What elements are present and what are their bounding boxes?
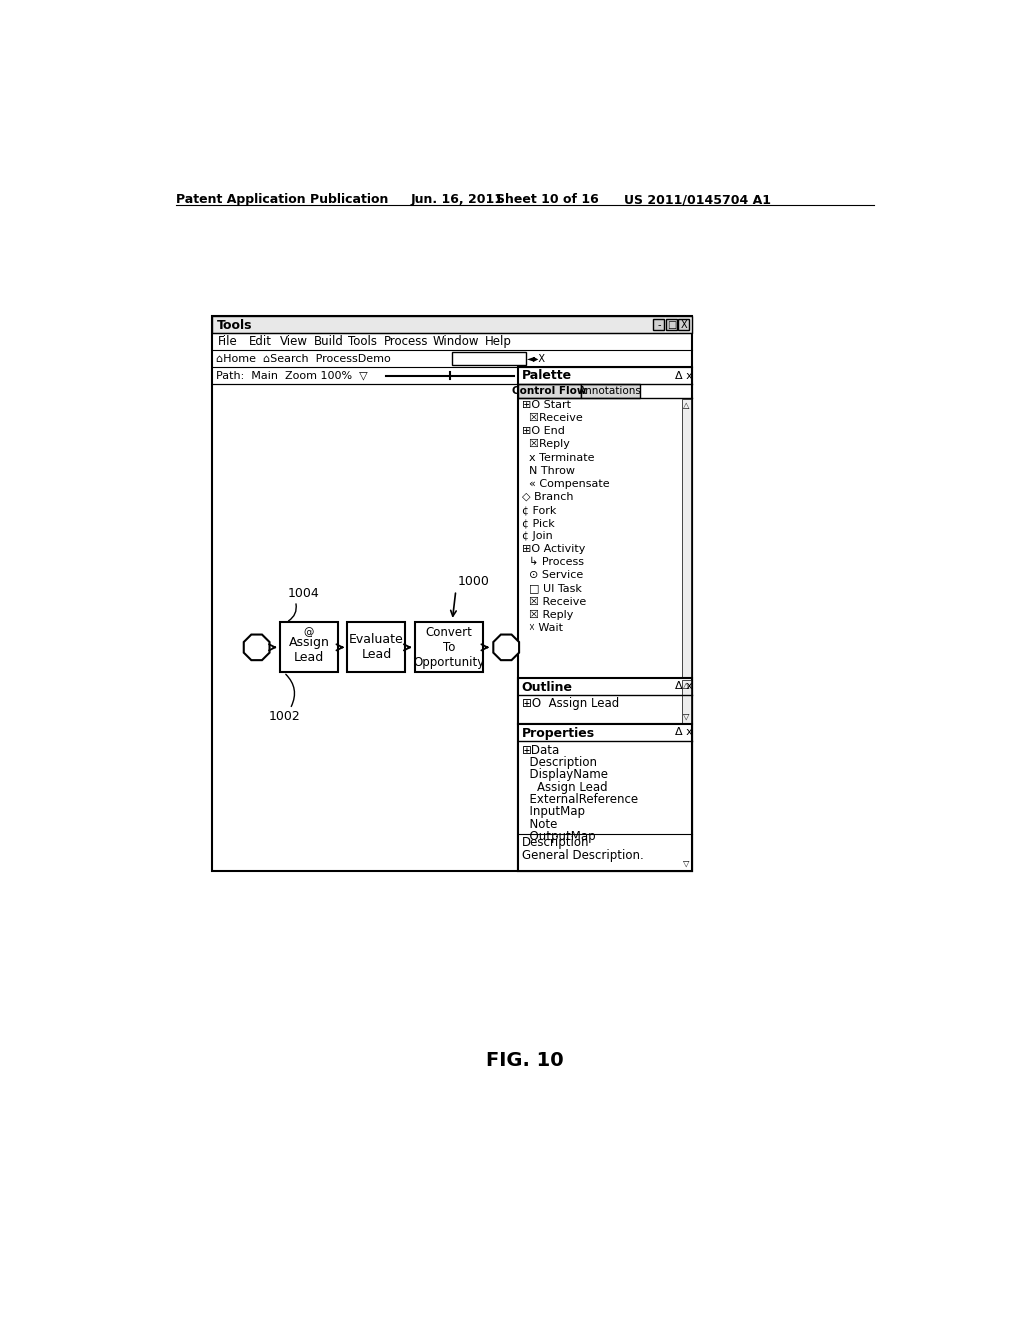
- Text: ◇ Branch: ◇ Branch: [521, 492, 573, 502]
- Text: @: @: [304, 627, 314, 638]
- Text: 1002: 1002: [268, 710, 300, 723]
- Text: N Throw: N Throw: [521, 466, 574, 475]
- Text: FIG. 10: FIG. 10: [486, 1051, 563, 1071]
- Text: ⊞O  Assign Lead: ⊞O Assign Lead: [521, 697, 618, 710]
- Text: ☒ Reply: ☒ Reply: [521, 610, 573, 619]
- FancyBboxPatch shape: [518, 367, 692, 871]
- Text: Properties: Properties: [521, 727, 595, 741]
- FancyBboxPatch shape: [653, 319, 665, 330]
- Text: x Terminate: x Terminate: [521, 453, 594, 462]
- Text: Window: Window: [432, 335, 479, 348]
- Text: 1000: 1000: [458, 576, 489, 589]
- Text: Δ x: Δ x: [675, 727, 693, 738]
- Text: ⌂Home  ⌂Search  ProcessDemo: ⌂Home ⌂Search ProcessDemo: [216, 354, 390, 363]
- Text: Convert
To
Opportunity: Convert To Opportunity: [414, 626, 484, 669]
- Polygon shape: [244, 635, 269, 660]
- Text: ↳ Process: ↳ Process: [521, 557, 584, 568]
- Text: Control Flow: Control Flow: [512, 385, 587, 396]
- Text: Build: Build: [314, 335, 344, 348]
- Text: ¢ Pick: ¢ Pick: [521, 517, 554, 528]
- FancyBboxPatch shape: [518, 678, 692, 725]
- Text: △: △: [683, 401, 689, 411]
- Text: Note: Note: [521, 817, 557, 830]
- Text: ExternalReference: ExternalReference: [521, 793, 638, 807]
- FancyBboxPatch shape: [682, 400, 690, 869]
- Text: Process: Process: [384, 335, 428, 348]
- Text: X: X: [680, 319, 687, 330]
- Text: Description: Description: [521, 756, 597, 770]
- Text: Sheet 10 of 16: Sheet 10 of 16: [496, 193, 599, 206]
- Text: Palette: Palette: [521, 370, 571, 381]
- FancyBboxPatch shape: [666, 319, 677, 330]
- Text: □ UI Task: □ UI Task: [521, 583, 582, 594]
- Text: -: -: [657, 319, 660, 330]
- Text: ☒Receive: ☒Receive: [521, 413, 583, 424]
- FancyBboxPatch shape: [518, 725, 692, 871]
- FancyBboxPatch shape: [280, 622, 338, 672]
- Text: Help: Help: [484, 335, 511, 348]
- Text: ☒ Receive: ☒ Receive: [521, 597, 586, 606]
- Text: ☓ Wait: ☓ Wait: [521, 623, 563, 632]
- FancyBboxPatch shape: [347, 622, 406, 672]
- FancyBboxPatch shape: [415, 622, 483, 672]
- Text: Tools: Tools: [217, 319, 253, 333]
- FancyBboxPatch shape: [452, 352, 525, 364]
- Text: ¢ Fork: ¢ Fork: [521, 506, 556, 515]
- Text: ⊞O End: ⊞O End: [521, 426, 564, 437]
- FancyBboxPatch shape: [212, 317, 692, 871]
- Text: General Description.: General Description.: [521, 849, 643, 862]
- Text: □: □: [667, 319, 676, 330]
- Text: Path:  Main  Zoom 100%  ▽: Path: Main Zoom 100% ▽: [216, 371, 368, 380]
- Text: Δ x: Δ x: [675, 371, 693, 380]
- Text: ¢ Join: ¢ Join: [521, 531, 553, 541]
- Text: Δ x: Δ x: [675, 681, 693, 692]
- Text: File: File: [218, 335, 238, 348]
- Text: 1004: 1004: [288, 586, 319, 599]
- Text: ▽: ▽: [683, 858, 689, 867]
- Text: InputMap: InputMap: [521, 805, 585, 818]
- Text: △: △: [683, 681, 689, 690]
- Text: DisplayName: DisplayName: [521, 768, 607, 781]
- Text: OutputMap: OutputMap: [521, 830, 595, 843]
- Text: Patent Application Publication: Patent Application Publication: [176, 193, 388, 206]
- Text: Assign Lead: Assign Lead: [521, 780, 607, 793]
- FancyBboxPatch shape: [212, 317, 692, 333]
- Text: ⊞O Start: ⊞O Start: [521, 400, 570, 411]
- Text: ⊙ Service: ⊙ Service: [521, 570, 583, 581]
- Text: Outline: Outline: [521, 681, 572, 694]
- Text: ▽: ▽: [683, 713, 689, 721]
- FancyBboxPatch shape: [678, 319, 689, 330]
- FancyBboxPatch shape: [582, 384, 640, 397]
- FancyBboxPatch shape: [518, 384, 582, 397]
- Text: ☒Reply: ☒Reply: [521, 440, 569, 450]
- Text: Annotations: Annotations: [580, 385, 642, 396]
- Text: US 2011/0145704 A1: US 2011/0145704 A1: [624, 193, 771, 206]
- Text: ⊞Data: ⊞Data: [521, 743, 560, 756]
- Text: Jun. 16, 2011: Jun. 16, 2011: [411, 193, 504, 206]
- Text: Tools: Tools: [348, 335, 377, 348]
- Text: ⊞O Activity: ⊞O Activity: [521, 544, 585, 554]
- Polygon shape: [494, 635, 519, 660]
- Text: « Compensate: « Compensate: [521, 479, 609, 488]
- FancyBboxPatch shape: [682, 680, 690, 723]
- Text: Description: Description: [521, 836, 589, 849]
- Text: ◄▸X: ◄▸X: [527, 354, 546, 363]
- Text: Assign
Lead: Assign Lead: [289, 636, 330, 664]
- Text: Edit: Edit: [249, 335, 272, 348]
- Text: View: View: [280, 335, 308, 348]
- Text: Evaluate
Lead: Evaluate Lead: [349, 634, 403, 661]
